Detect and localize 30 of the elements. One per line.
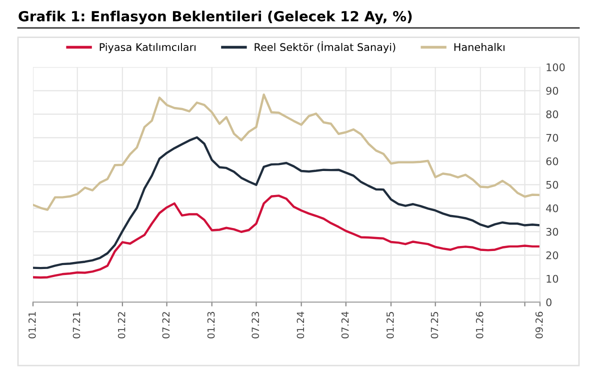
y-tick-label: 0 bbox=[546, 298, 552, 306]
y-tick-label: 80 bbox=[546, 110, 558, 118]
chart-title: Grafik 1: Enflasyon Beklentileri (Gelecek 12 Ay, %) bbox=[18, 10, 412, 24]
y-tick-label: 20 bbox=[546, 251, 558, 260]
x-tick-label: 07.21 bbox=[72, 312, 80, 338]
y-tick-label: 50 bbox=[546, 180, 558, 189]
line-series bbox=[33, 94, 540, 211]
legend-label: Piyasa Katılımcıları bbox=[100, 42, 196, 54]
x-tick-label: 01.23 bbox=[207, 312, 215, 338]
legend-label: Hanehalkı bbox=[454, 42, 504, 52]
y-tick-label: 100 bbox=[546, 63, 565, 72]
y-tick-label: 10 bbox=[546, 274, 558, 283]
x-tick-label: 07.24 bbox=[341, 312, 349, 338]
x-tick-label: 01.24 bbox=[296, 312, 304, 338]
line-series bbox=[33, 194, 540, 279]
x-tick-label: 07.22 bbox=[162, 312, 170, 338]
x-tick-label: 01.26 bbox=[476, 312, 484, 338]
x-tick-label: 09.26 bbox=[535, 312, 543, 338]
x-tick-label: 01.22 bbox=[118, 312, 126, 338]
legend-label: Reel Sektör (İmalat Sanayi) bbox=[254, 41, 396, 54]
x-tick-label: 01.21 bbox=[28, 312, 36, 338]
y-tick-label: 30 bbox=[546, 228, 558, 236]
y-tick-label: 60 bbox=[546, 157, 558, 166]
y-tick-label: 40 bbox=[546, 204, 558, 212]
line-series bbox=[33, 136, 540, 270]
x-tick-label: 07.23 bbox=[252, 312, 260, 338]
y-tick-label: 70 bbox=[546, 134, 558, 142]
x-tick-label: 07.25 bbox=[430, 312, 438, 338]
y-tick-label: 90 bbox=[546, 86, 558, 95]
x-tick-label: 01.25 bbox=[386, 312, 394, 338]
